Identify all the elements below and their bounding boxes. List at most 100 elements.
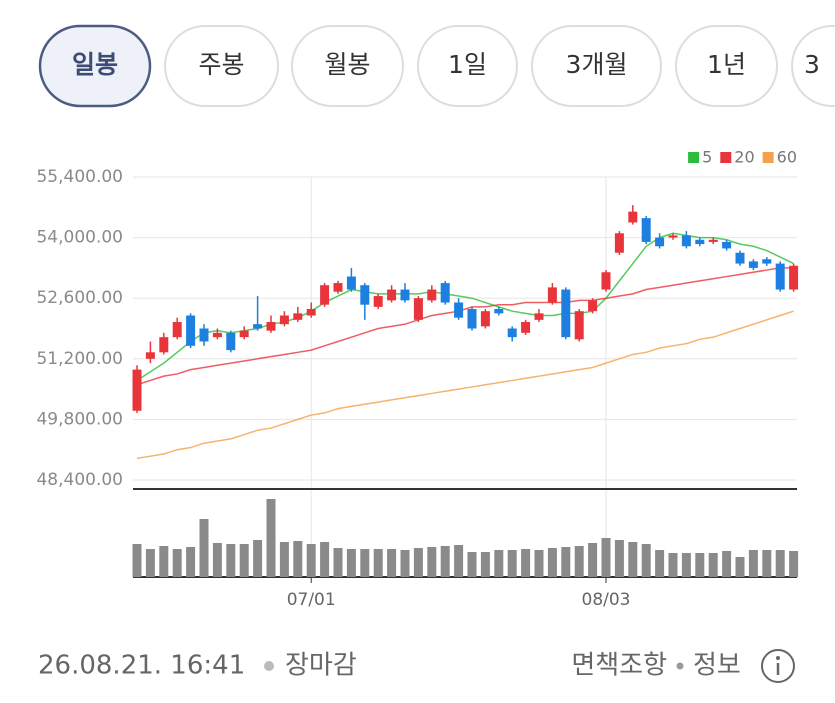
volume-bar (588, 543, 598, 577)
tab-label: 1년 (707, 50, 746, 79)
tab[interactable]: 일봉 (38, 24, 152, 108)
candle-body (387, 289, 397, 301)
candle-body (480, 311, 490, 327)
candle-body (145, 352, 155, 359)
candle-body (762, 259, 772, 264)
volume-bar (253, 540, 263, 577)
candle-body (641, 218, 651, 242)
tab[interactable]: 3 (791, 25, 835, 107)
tab[interactable]: 1일 (417, 25, 518, 107)
candle-body (534, 313, 544, 320)
candle-body (346, 276, 356, 290)
volume-bar (320, 542, 330, 577)
tab-label: 3 (804, 50, 820, 79)
legend-swatch (688, 152, 700, 163)
volume-bar (413, 548, 423, 577)
candle-body (320, 285, 330, 305)
y-tick-label: 54,000.00 (36, 228, 123, 248)
tab[interactable]: 3개월 (531, 25, 662, 107)
candle-body (521, 322, 531, 333)
separator-dot (676, 662, 684, 670)
candle-body (574, 311, 584, 340)
volume-bar (695, 553, 705, 577)
candle-body (360, 285, 370, 305)
volume-bar (440, 546, 450, 577)
candle-body (748, 261, 758, 268)
tab[interactable]: 주봉 (164, 25, 279, 107)
volume-bar (601, 538, 611, 577)
volume-bar (614, 540, 624, 577)
candle-body (199, 328, 209, 342)
candle-body (695, 239, 705, 245)
x-tick-label: 08/03 (582, 590, 631, 610)
volume-bar (708, 553, 718, 577)
tab[interactable]: 1년 (675, 25, 778, 107)
timestamp: 26.08.21. 16:41 (38, 651, 245, 681)
candle-body (681, 235, 691, 247)
tab-pill (675, 25, 778, 107)
candle-body (427, 289, 437, 301)
candle-body (172, 322, 182, 338)
candle-body (226, 332, 236, 351)
candle-body (186, 315, 196, 346)
disclaimer-link[interactable]: 면책조항 (571, 651, 667, 681)
moving-average-line (136, 232, 794, 382)
legend-label: 5 (702, 148, 712, 167)
tab-label: 월봉 (324, 50, 370, 79)
candle-body (266, 322, 276, 331)
info-link[interactable]: 정보 (693, 651, 741, 681)
volume-bar (789, 551, 799, 577)
volume-bar (480, 552, 490, 577)
volume-bar (762, 550, 772, 577)
candle-body (400, 289, 410, 301)
volume-bar (547, 548, 557, 577)
volume-bar (306, 544, 316, 577)
volume-bar (735, 557, 745, 577)
volume-bar (628, 542, 638, 577)
candle-body (440, 283, 450, 303)
candle-body (789, 265, 799, 290)
tab-label: 3개월 (566, 50, 628, 79)
volume-bar (132, 544, 142, 577)
volume-bar (239, 544, 249, 577)
legend-label: 20 (734, 148, 754, 167)
x-tick-label: 07/01 (287, 590, 336, 610)
tab[interactable]: 월봉 (291, 25, 404, 107)
candle-body (735, 252, 745, 264)
volume-bar (293, 541, 303, 577)
candle-body (454, 302, 464, 318)
info-icon[interactable] (761, 649, 795, 683)
volume-bar (574, 546, 584, 577)
volume-bar (266, 499, 276, 577)
candle-body (373, 296, 383, 307)
candle-body (628, 211, 638, 223)
volume-bar (521, 549, 531, 577)
volume-bar (748, 550, 758, 577)
candle-body (212, 332, 222, 338)
volume-bar (427, 547, 437, 577)
candle-body (655, 237, 665, 247)
volume-bar (333, 548, 343, 577)
volume-bar (226, 544, 236, 577)
candle-body (333, 283, 343, 292)
tab-label: 주봉 (198, 50, 244, 79)
volume-bar (159, 546, 169, 577)
tab-pill (531, 25, 662, 107)
y-tick-label: 48,400.00 (36, 470, 123, 490)
volume-bar (722, 551, 732, 577)
tab-pill (791, 25, 835, 107)
candle-body (507, 328, 517, 338)
volume-bar (507, 550, 517, 577)
volume-bar (199, 519, 209, 577)
candle-body (293, 313, 303, 320)
legend-swatch (720, 152, 732, 163)
candle-body (775, 263, 785, 290)
candle-body (668, 235, 678, 238)
volume-bar (534, 550, 544, 577)
volume-bar (212, 543, 222, 577)
y-tick-label: 49,800.00 (36, 409, 123, 429)
volume-bar (172, 549, 182, 577)
volume-bar (494, 550, 504, 577)
volume-bar (681, 553, 691, 577)
